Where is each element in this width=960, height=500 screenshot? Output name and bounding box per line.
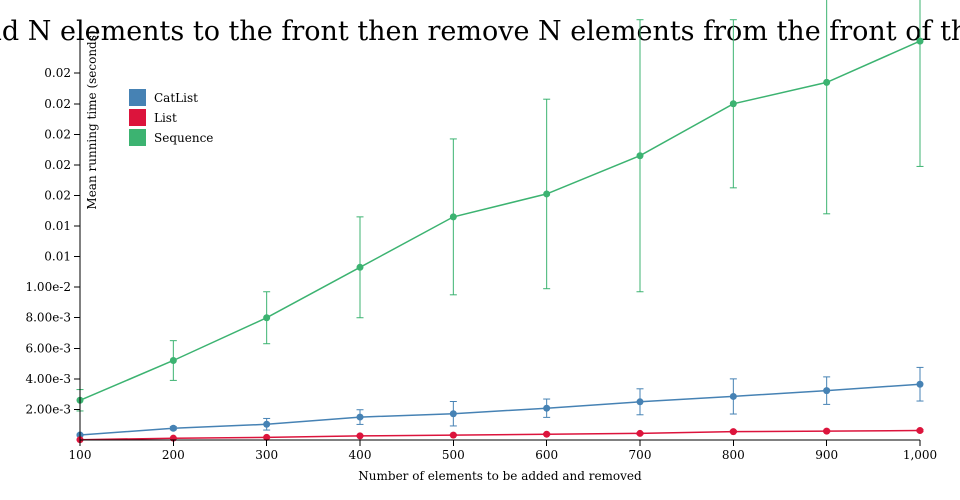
- chart-title: Add N elements to the front then remove …: [0, 16, 960, 47]
- y-axis-label: Mean running time (seconds): [85, 30, 99, 209]
- y-tick: 0.02: [44, 188, 80, 202]
- y-tick-label: 0.02: [44, 158, 71, 172]
- data-point: [263, 420, 271, 428]
- y-tick-label: 2.00e-3: [25, 402, 71, 416]
- data-point: [729, 100, 737, 108]
- x-tick: 900: [815, 440, 838, 462]
- data-point: [636, 398, 644, 406]
- x-tick-label: 800: [722, 448, 745, 462]
- data-point: [916, 37, 924, 45]
- data-point: [543, 404, 551, 412]
- data-point: [449, 431, 457, 439]
- x-tick: 200: [162, 440, 185, 462]
- y-tick-label: 6.00e-3: [25, 341, 71, 355]
- x-tick-label: 300: [255, 448, 278, 462]
- y-tick-label: 0.02: [44, 97, 71, 111]
- data-point: [169, 357, 177, 365]
- data-point: [636, 152, 644, 160]
- data-point: [729, 428, 737, 436]
- legend-item: List: [129, 109, 177, 126]
- x-tick-label: 400: [349, 448, 372, 462]
- y-tick: 0.02: [44, 127, 80, 141]
- series-line: [79, 40, 921, 401]
- x-tick: 600: [535, 440, 558, 462]
- legend-label: List: [154, 111, 177, 125]
- x-tick-label: 900: [815, 448, 838, 462]
- series-catlist: [76, 366, 924, 439]
- x-tick: 500: [442, 440, 465, 462]
- data-point: [263, 314, 271, 322]
- data-point: [823, 78, 831, 86]
- x-tick: 1,000: [903, 440, 937, 462]
- y-tick-label: 1.00e-2: [25, 280, 71, 294]
- x-tick: 800: [722, 440, 745, 462]
- data-point: [729, 392, 737, 400]
- y-tick: 0.01: [44, 219, 80, 233]
- x-tick: 100: [69, 440, 92, 462]
- y-tick: 0.02: [44, 66, 80, 80]
- plot-area: [76, 0, 924, 444]
- data-point: [823, 427, 831, 435]
- y-tick: 4.00e-3: [25, 372, 80, 386]
- y-tick: 6.00e-3: [25, 341, 80, 355]
- y-tick-label: 0.02: [44, 188, 71, 202]
- x-axis: 100 200 300 400 500 600 700 800 900 1,000: [69, 439, 937, 462]
- series-line: [79, 383, 921, 436]
- legend-swatch: [129, 109, 146, 126]
- y-tick-label: 4.00e-3: [25, 372, 71, 386]
- legend-item: CatList: [129, 89, 198, 106]
- y-tick-label: 0.01: [44, 219, 71, 233]
- series-list: [76, 427, 924, 444]
- x-tick-label: 100: [69, 448, 92, 462]
- data-point: [356, 263, 364, 271]
- y-tick-label: 0.02: [44, 127, 71, 141]
- data-point: [916, 380, 924, 388]
- x-tick-label: 600: [535, 448, 558, 462]
- x-tick-label: 500: [442, 448, 465, 462]
- y-tick-label: 0.01: [44, 250, 71, 264]
- legend-swatch: [129, 129, 146, 146]
- data-point: [916, 427, 924, 435]
- legend: CatList List Sequence: [129, 89, 213, 146]
- y-tick: 0.01: [44, 250, 80, 264]
- data-point: [636, 429, 644, 437]
- series-line: [79, 429, 921, 441]
- y-axis: 2.00e-3 4.00e-3 6.00e-3 8.00e-3 1.00e-2 0.01 0…: [25, 35, 81, 440]
- data-point: [356, 432, 364, 440]
- data-point: [543, 190, 551, 198]
- data-point: [169, 424, 177, 432]
- legend-label: Sequence: [154, 131, 213, 145]
- data-point: [449, 410, 457, 418]
- data-point: [823, 387, 831, 395]
- x-tick-label: 700: [629, 448, 652, 462]
- data-point: [356, 413, 364, 421]
- y-tick-label: 8.00e-3: [25, 311, 71, 325]
- y-tick: 0.02: [44, 97, 80, 111]
- data-point: [263, 433, 271, 441]
- y-tick: 2.00e-3: [25, 402, 80, 416]
- x-tick-label: 200: [162, 448, 185, 462]
- legend-item: Sequence: [129, 129, 213, 146]
- legend-swatch: [129, 89, 146, 106]
- y-tick: 0.02: [44, 158, 80, 172]
- series-sequence: [76, 0, 924, 412]
- x-tick-label: 1,000: [903, 448, 937, 462]
- y-tick: 1.00e-2: [25, 280, 80, 294]
- x-axis-label: Number of elements to be added and remov…: [358, 469, 642, 483]
- y-tick-label: 0.02: [44, 66, 71, 80]
- data-point: [543, 430, 551, 438]
- data-point: [449, 213, 457, 221]
- x-tick: 300: [255, 440, 278, 462]
- legend-label: CatList: [154, 91, 198, 105]
- x-tick: 400: [349, 440, 372, 462]
- x-tick: 700: [629, 440, 652, 462]
- y-tick: 8.00e-3: [25, 311, 80, 325]
